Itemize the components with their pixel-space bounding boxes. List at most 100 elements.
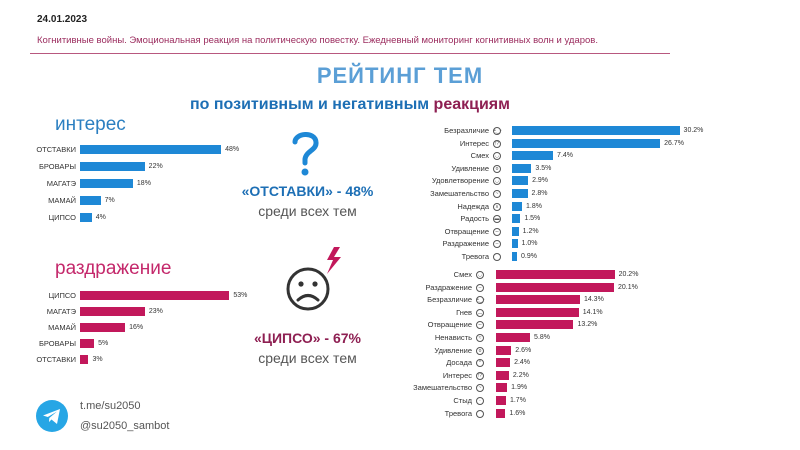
bar — [80, 145, 222, 154]
category-label: Отвращение — [444, 226, 489, 236]
bar — [512, 201, 522, 211]
main-subtitle-part2: реакциям — [433, 96, 510, 113]
category-label: Тревога — [461, 252, 489, 261]
bar-value-label: 2.8% — [531, 190, 548, 197]
bar-value-label: 7.4% — [557, 152, 574, 160]
main-title: РЕЙТИНГ ТЕМ — [316, 63, 484, 88]
category-label: ОТСТАВКИ — [36, 145, 76, 154]
bar — [496, 345, 512, 355]
bar — [80, 213, 92, 222]
bar-value-label: 3.5% — [535, 164, 552, 172]
bar — [80, 196, 101, 205]
category-label: Удивление — [434, 345, 472, 355]
surprised-face-icon: o — [476, 346, 484, 355]
bar — [496, 282, 614, 292]
bar — [80, 291, 230, 300]
category-label: Безразличие — [427, 295, 472, 305]
ashamed-face-icon: · — [476, 397, 484, 405]
telegram-icon[interactable] — [36, 400, 68, 432]
bar-value-label: 1.0% — [521, 240, 538, 248]
bar-value-label: 53% — [233, 292, 248, 299]
category-label: Стыд — [453, 396, 472, 405]
bar-value-label: 1.7% — [509, 397, 526, 404]
bar-value-label: 22% — [148, 163, 163, 170]
bar — [496, 408, 506, 418]
laughing-face-icon: ◡ — [493, 152, 501, 161]
bar-value-label: 16% — [129, 324, 144, 331]
bar — [496, 358, 511, 368]
bar-value-label: 14.3% — [583, 296, 604, 304]
main-subtitle-part1: по позитивным и негативным — [190, 96, 434, 113]
bar — [80, 162, 145, 171]
category-label: Ненависть — [434, 333, 472, 342]
bar — [80, 355, 89, 364]
bar — [496, 370, 509, 380]
category-label: МАМАЙ — [48, 323, 76, 332]
bar — [496, 295, 580, 305]
bar — [512, 189, 528, 198]
category-label: ОТСТАВКИ — [36, 355, 76, 364]
bar-value-label: 20.2% — [618, 271, 639, 278]
category-label: ЦИПСО — [48, 291, 76, 300]
bar-value-label: 2.4% — [514, 359, 531, 367]
laughing-face-icon: ◡ — [476, 271, 484, 279]
irritation-highlight: «ЦИПСО» - 67% — [253, 330, 362, 346]
bar — [512, 252, 517, 261]
category-label: Замешательство — [430, 189, 489, 198]
hateful-face-icon: ≈ — [476, 334, 484, 342]
category-label: Радость — [460, 214, 489, 224]
bar — [80, 323, 126, 332]
report-subtitle: Когнитивные войны. Эмоциональная реакция… — [37, 35, 598, 46]
main-subtitle: по позитивным и негативным реакциям — [190, 96, 510, 114]
interest-section-title: интерес — [55, 114, 126, 135]
bar — [512, 126, 680, 135]
bar — [496, 270, 615, 279]
category-label: Тревога — [444, 408, 472, 418]
exclamation-question-icon: !? — [493, 139, 501, 148]
category-label: Досада — [446, 358, 472, 368]
bar-value-label: 1.6% — [509, 409, 526, 417]
smiling-face-icon: ◡ — [493, 177, 501, 186]
interest-highlight: «ОТСТАВКИ» - 48% — [241, 183, 374, 199]
category-label: Интерес — [459, 138, 489, 148]
confused-face-icon: ~ — [476, 384, 484, 393]
category-label: Смех — [470, 151, 489, 161]
bar — [496, 383, 508, 393]
category-label: Безразличие — [444, 126, 489, 135]
bar-value-label: 3% — [92, 356, 103, 363]
bar-value-label: 5% — [98, 340, 109, 347]
bar-value-label: 13.2% — [577, 321, 598, 329]
bar-value-label: 2.6% — [515, 346, 532, 354]
bar — [512, 151, 554, 161]
category-label: ЦИПСО — [48, 213, 76, 222]
category-label: Удивление — [451, 163, 489, 173]
anxious-face-icon: ⌒ — [476, 409, 484, 418]
bar-value-label: 18% — [136, 180, 151, 187]
bar-value-label: 4% — [95, 214, 106, 221]
bar-value-label: 1.2% — [522, 227, 539, 235]
category-label: Смех — [453, 270, 472, 279]
bar — [512, 239, 518, 249]
bar — [496, 396, 506, 405]
category-label: Удовлетворение — [431, 176, 489, 186]
category-label: МАГАТЭ — [46, 307, 76, 316]
bar-value-label: 48% — [225, 146, 240, 153]
bar — [512, 138, 661, 148]
telegram-channel-link[interactable]: t.me/su2050 — [80, 400, 141, 412]
bar-value-label: 14.1% — [582, 308, 603, 316]
category-label: Надежда — [457, 201, 489, 211]
telegram-bot-link[interactable]: @su2050_sambot — [80, 420, 170, 432]
irritation-highlight-sub: среди всех тем — [258, 350, 357, 366]
bar — [80, 307, 145, 316]
disgusted-face-icon: ∼ — [476, 321, 484, 330]
category-label: Интерес — [442, 370, 472, 380]
bar-value-label: 2.9% — [532, 177, 549, 185]
bar — [80, 339, 95, 348]
bar — [512, 176, 529, 186]
bar-value-label: 0.9% — [520, 253, 537, 260]
disgusted-face-icon: ∼ — [493, 227, 501, 236]
category-label: Раздражение — [442, 239, 489, 249]
category-label: Замешательство — [413, 383, 472, 393]
grinning-face-icon: ▬ — [493, 215, 501, 224]
bar-value-label: 30.2% — [683, 127, 704, 134]
